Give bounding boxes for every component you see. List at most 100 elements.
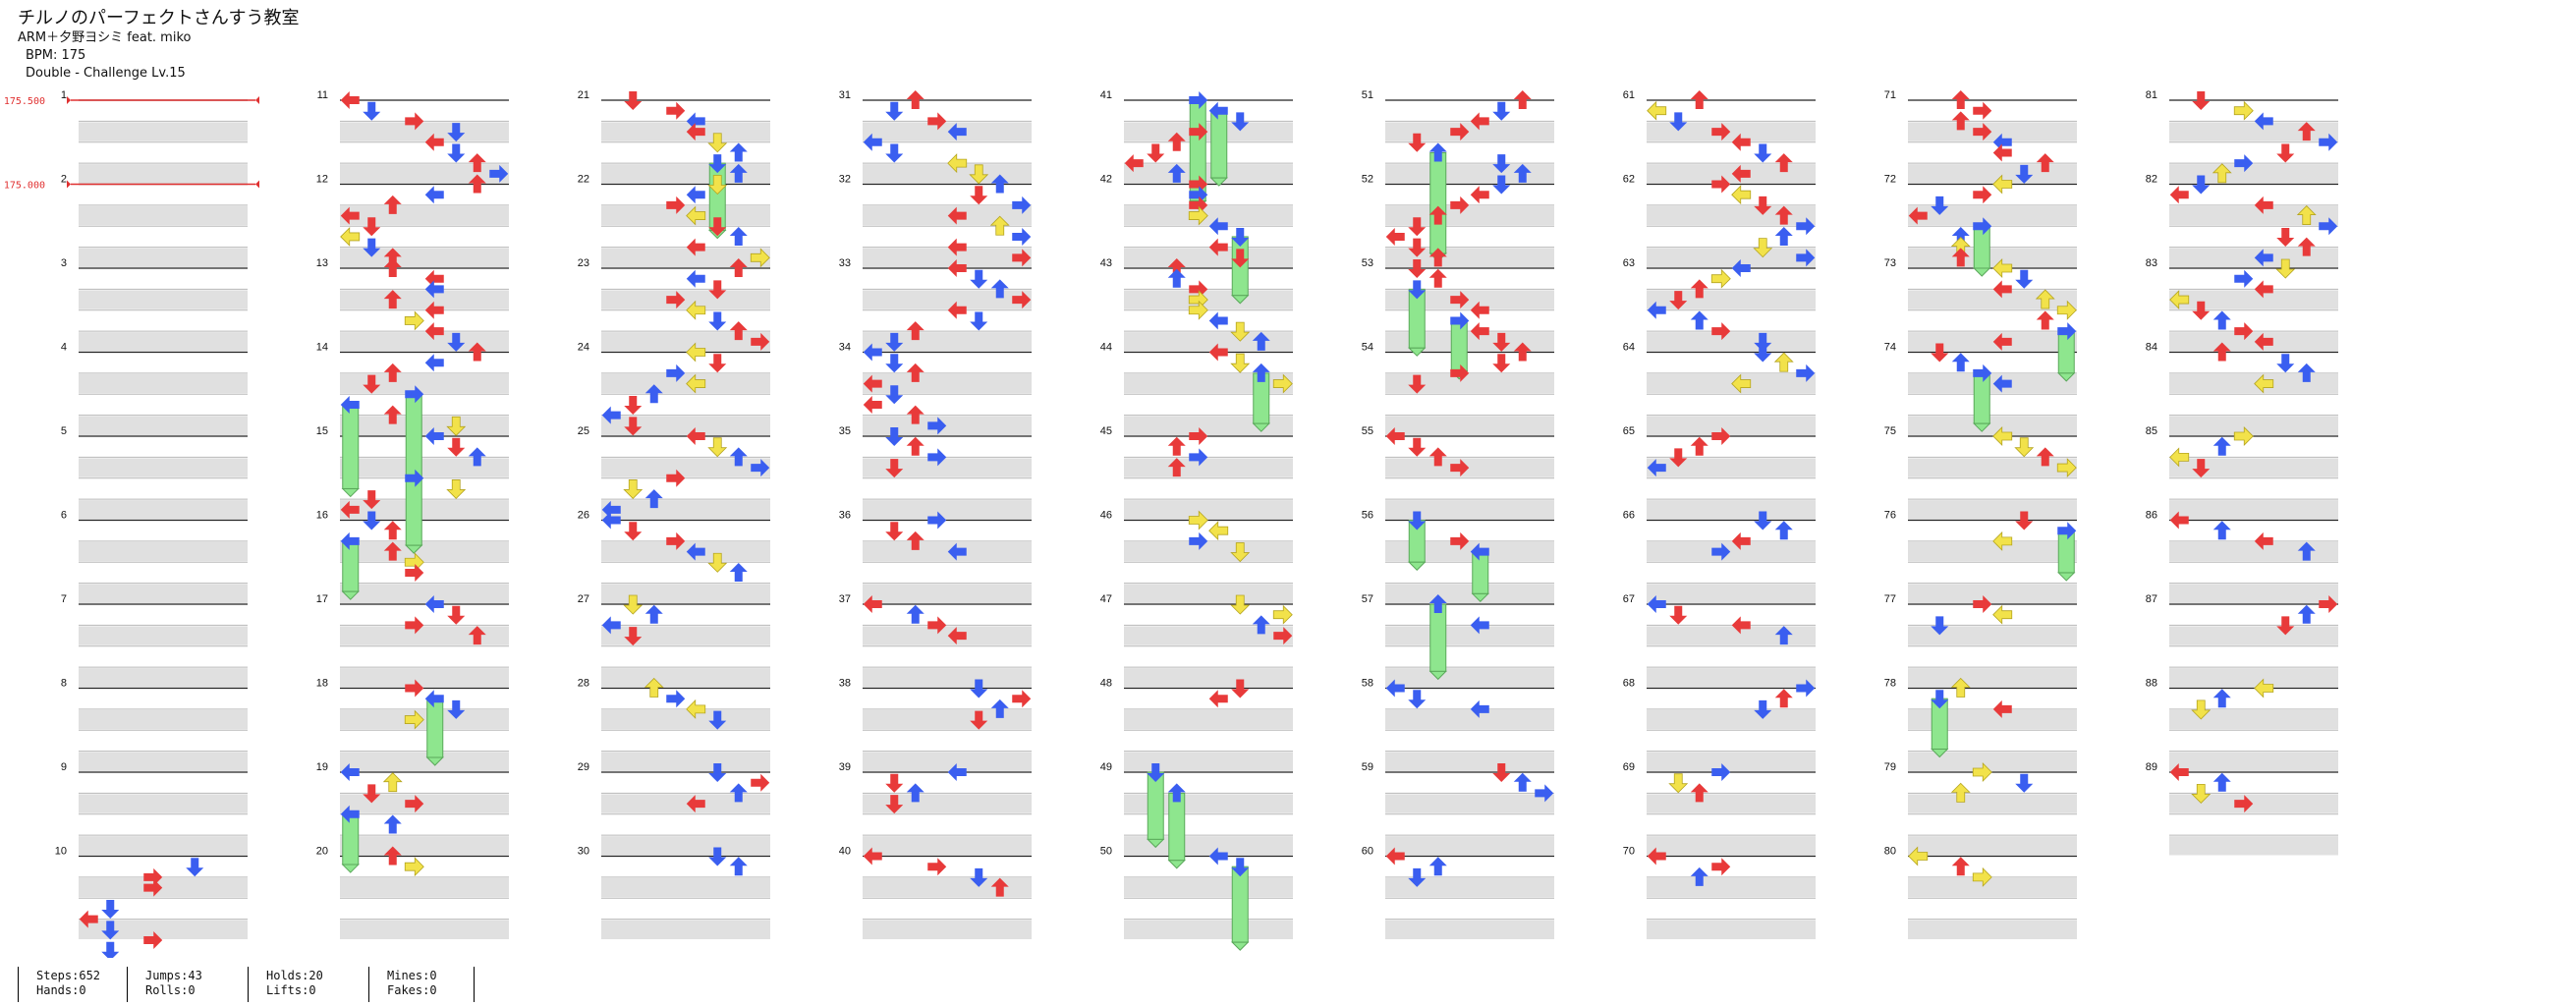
beat-band xyxy=(1385,709,1554,730)
arrow-shape xyxy=(1167,163,1186,183)
arrow-down xyxy=(1753,238,1773,258)
arrow-down xyxy=(1408,280,1427,300)
arrow-left xyxy=(1208,521,1229,541)
hold-tail xyxy=(405,544,423,554)
arrow-shape xyxy=(990,279,1009,299)
measure-number: 75 xyxy=(1884,425,1896,437)
arrow-shape xyxy=(383,363,402,382)
arrow-right xyxy=(1450,459,1470,477)
arrow-up xyxy=(906,90,924,109)
arrow-up xyxy=(1690,90,1708,109)
arrow-up xyxy=(1167,458,1186,477)
arrow-right xyxy=(1012,690,1032,708)
beat-band xyxy=(340,458,509,477)
arrow-shape xyxy=(708,847,727,866)
arrow-shape xyxy=(1973,363,1992,382)
arrow-down xyxy=(1231,249,1250,268)
arrow-shape xyxy=(2234,154,2254,173)
hold-body xyxy=(405,477,422,546)
arrow-up xyxy=(1951,111,1970,131)
hold-tail xyxy=(1209,177,1228,187)
arrow-shape xyxy=(405,385,424,404)
arrow-up xyxy=(2212,310,2231,330)
arrow-left xyxy=(686,795,705,813)
hold-body xyxy=(342,813,360,866)
arrow-shape xyxy=(1188,300,1208,320)
beat-band xyxy=(1647,122,1816,141)
arrow-down xyxy=(363,784,381,804)
arrow-shape xyxy=(947,206,967,225)
arrow-up xyxy=(1690,310,1708,330)
arrow-shape xyxy=(1408,867,1427,887)
hold-tail xyxy=(1471,592,1489,603)
measure-number: 4 xyxy=(61,342,67,354)
arrow-right xyxy=(1973,217,1992,236)
beat-band xyxy=(1124,794,1293,813)
arrow-left xyxy=(601,511,621,530)
arrow-left xyxy=(1208,311,1228,330)
arrow-shape xyxy=(2169,290,2190,310)
arrow-shape xyxy=(1470,186,1489,204)
measure-number: 54 xyxy=(1362,342,1373,354)
arrow-left xyxy=(340,500,360,519)
arrow-right xyxy=(1189,175,1208,194)
arrow-shape xyxy=(1711,763,1731,781)
stat-lifts: Lifts:0 xyxy=(266,983,316,997)
arrow-down xyxy=(2276,616,2295,636)
arrow-shape xyxy=(2276,227,2295,247)
arrow-shape xyxy=(1992,143,2012,162)
arrow-down xyxy=(708,154,727,174)
arrow-shape xyxy=(1972,866,1992,887)
arrow-shape xyxy=(729,447,748,467)
arrow-shape xyxy=(1012,690,1032,708)
measure-number: 5 xyxy=(61,425,67,437)
arrow-shape xyxy=(1992,174,2013,195)
beat-band xyxy=(2169,416,2338,435)
measure-number: 59 xyxy=(1362,761,1373,773)
beat-band xyxy=(79,416,248,435)
measure-number: 6 xyxy=(61,510,67,522)
arrow-left xyxy=(1647,847,1666,866)
arrow-up xyxy=(1167,132,1186,151)
arrow-shape xyxy=(1669,605,1688,625)
beat-band xyxy=(2169,668,2338,688)
arrow-right xyxy=(1973,595,1992,613)
arrow-left xyxy=(1731,531,1751,550)
arrow-shape xyxy=(2015,773,2034,793)
arrow-shape xyxy=(707,437,728,458)
arrow-shape xyxy=(1231,227,1250,247)
arrow-down xyxy=(1754,143,1772,163)
arrow-up xyxy=(468,153,486,173)
arrow-shape xyxy=(340,91,360,109)
arrow-left xyxy=(1208,238,1228,256)
arrow-shape xyxy=(666,196,686,214)
arrow-up xyxy=(644,489,663,509)
arrow-left xyxy=(1731,133,1751,151)
measure-number: 77 xyxy=(1884,593,1896,605)
arrow-down xyxy=(2276,354,2295,373)
arrow-shape xyxy=(686,123,705,141)
arrow-shape xyxy=(1951,111,1970,131)
beat-band xyxy=(1908,877,2077,898)
arrow-shape xyxy=(947,153,968,174)
arrow-down xyxy=(1754,332,1772,352)
arrow-shape xyxy=(686,112,705,131)
arrow-shape xyxy=(1188,205,1208,226)
arrow-down xyxy=(1231,112,1250,132)
arrow-right xyxy=(1535,784,1554,803)
arrow-shape xyxy=(601,616,621,635)
arrow-shape xyxy=(2297,363,2316,382)
arrow-shape xyxy=(863,133,882,151)
hold-body xyxy=(426,698,444,758)
beat-band xyxy=(340,920,509,939)
beat-band xyxy=(1385,122,1554,141)
arrow-shape xyxy=(1385,679,1405,698)
arrow-shape xyxy=(1774,153,1793,173)
arrow-shape xyxy=(363,784,381,804)
arrow-shape xyxy=(424,133,444,151)
bpm-marker-start xyxy=(67,96,71,104)
arrow-shape xyxy=(1535,784,1554,803)
arrow-shape xyxy=(1513,90,1532,109)
arrow-shape xyxy=(1167,436,1186,456)
arrow-shape xyxy=(708,311,727,331)
